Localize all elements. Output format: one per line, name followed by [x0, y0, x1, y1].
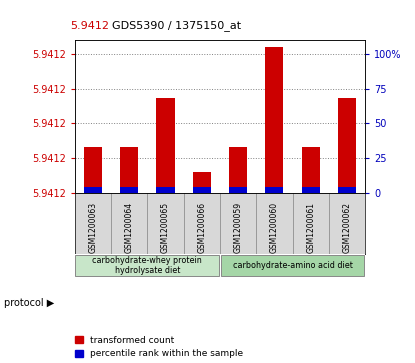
Bar — [84, 187, 102, 193]
Text: GSM1200063: GSM1200063 — [88, 202, 98, 253]
Text: 5.9412: 5.9412 — [71, 21, 110, 31]
Bar — [338, 98, 356, 187]
Text: GDS5390 / 1375150_at: GDS5390 / 1375150_at — [112, 20, 241, 31]
Text: GSM1200059: GSM1200059 — [234, 202, 243, 253]
Bar — [338, 187, 356, 193]
Bar — [193, 172, 211, 187]
Text: GSM1200060: GSM1200060 — [270, 202, 279, 253]
Bar — [221, 255, 364, 276]
Bar — [229, 147, 247, 187]
Bar — [193, 187, 211, 193]
Text: GSM1200066: GSM1200066 — [197, 202, 206, 253]
Legend: transformed count, percentile rank within the sample: transformed count, percentile rank withi… — [75, 336, 244, 359]
Bar — [302, 187, 320, 193]
Bar — [156, 187, 175, 193]
Text: protocol ▶: protocol ▶ — [4, 298, 54, 308]
Bar — [302, 147, 320, 187]
Text: GSM1200065: GSM1200065 — [161, 202, 170, 253]
Text: carbohydrate-amino acid diet: carbohydrate-amino acid diet — [233, 261, 352, 270]
Bar — [120, 147, 138, 187]
Bar — [156, 98, 175, 187]
Bar — [120, 187, 138, 193]
Bar — [265, 187, 283, 193]
Text: GSM1200061: GSM1200061 — [306, 202, 315, 253]
Text: GSM1200064: GSM1200064 — [124, 202, 134, 253]
Text: GSM1200062: GSM1200062 — [342, 202, 352, 253]
Bar — [84, 147, 102, 187]
Bar — [265, 47, 283, 187]
Bar — [76, 255, 219, 276]
Text: carbohydrate-whey protein
hydrolysate diet: carbohydrate-whey protein hydrolysate di… — [93, 256, 202, 276]
Bar — [229, 187, 247, 193]
